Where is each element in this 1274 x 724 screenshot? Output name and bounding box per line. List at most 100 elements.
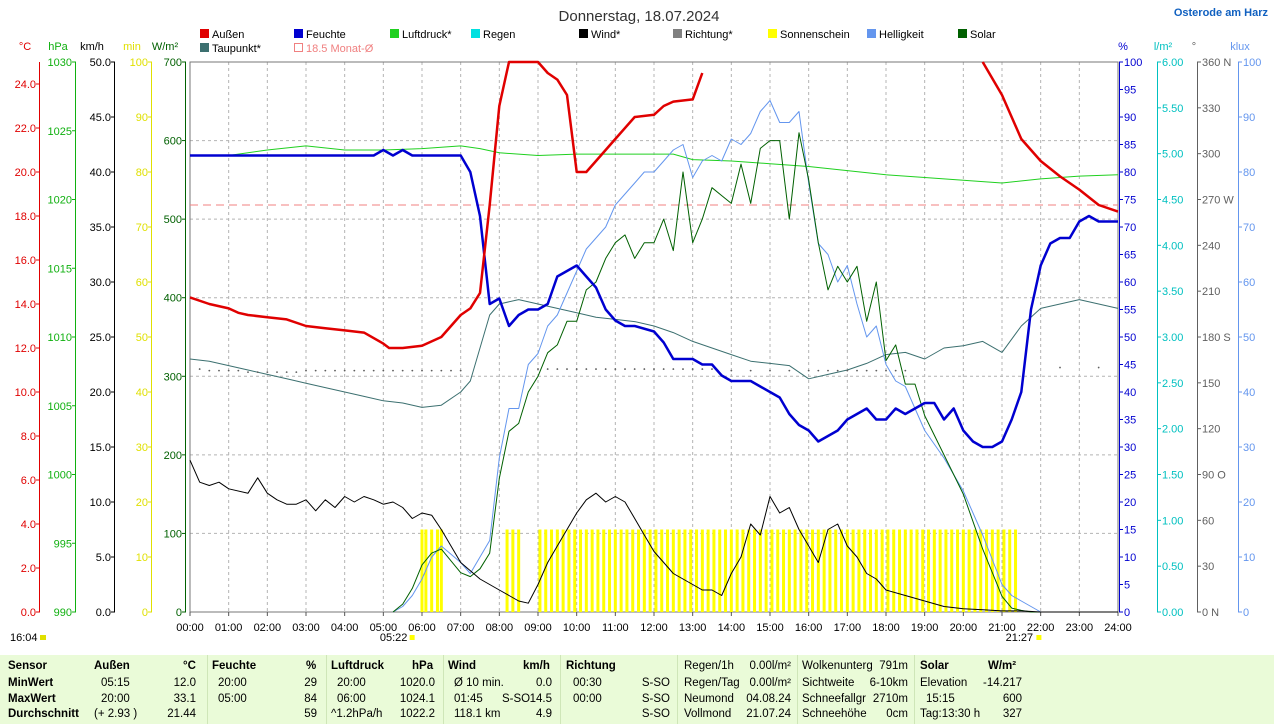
info2-value-1: 6-10km <box>869 677 908 689</box>
right-axis-tick-label: 5.00 <box>1162 149 1183 161</box>
direction-dot <box>894 369 897 372</box>
direction-dot <box>691 368 694 370</box>
direction-dot <box>218 369 220 372</box>
richtung-avg: S-SO <box>641 708 670 720</box>
sunshine-bar <box>927 529 931 612</box>
x-axis-tick-label: 24:00 <box>1104 622 1132 634</box>
direction-dot <box>575 368 578 370</box>
sunshine-bar <box>886 529 890 612</box>
left-axis-unit: min <box>123 41 141 53</box>
sunshine-bar <box>718 529 722 612</box>
sunshine-bar <box>776 529 780 612</box>
solar-elevation-label: Elevation <box>920 677 968 689</box>
current-time-label: 16:04 <box>10 632 38 644</box>
header-wind: Wind <box>448 660 476 672</box>
left-axis-tick-label: 22.0 <box>15 123 36 135</box>
sunshine-bar <box>700 529 704 612</box>
sunshine-bar <box>420 529 424 612</box>
right-axis-tick-label: 90 <box>1243 112 1255 124</box>
left-axis-tick-label: 100 <box>164 528 182 540</box>
left-axis-tick-label: 25.0 <box>90 332 111 344</box>
left-axis-tick-label: 40 <box>136 387 148 399</box>
sunshine-bar <box>898 529 902 612</box>
sunshine-bar <box>845 529 849 612</box>
info2-label-0: Wolkenunterg <box>802 660 873 672</box>
x-axis-tick-label: 13:00 <box>679 622 707 634</box>
solar-elevation: -14.217 <box>982 677 1022 689</box>
sunshine-bar <box>1002 529 1006 612</box>
direction-dot <box>256 371 259 374</box>
info1-value-2: 04.08.24 <box>746 693 791 705</box>
direction-dot <box>836 369 839 372</box>
legend-label: Regen <box>483 29 515 41</box>
x-axis-tick-label: 04:00 <box>331 622 359 634</box>
aussen-min-time: 05:15 <box>101 677 130 689</box>
sunshine-bar <box>517 529 521 612</box>
direction-dot <box>266 371 269 374</box>
sunshine-bar <box>608 529 612 612</box>
sunshine-bar <box>671 529 675 612</box>
right-axis-unit: ° <box>1192 41 1196 53</box>
aussen-avg: 21.44 <box>167 708 196 720</box>
direction-dot <box>682 368 684 370</box>
sunshine-bar <box>811 529 815 612</box>
header-luftdruck: Luftdruck <box>331 660 385 672</box>
sunshine-bar <box>642 529 646 612</box>
luftdruck-avg: 1022.2 <box>399 708 435 720</box>
direction-dot <box>382 369 385 372</box>
x-axis-tick-label: 00:00 <box>176 622 204 634</box>
right-axis-tick-label: 60 <box>1124 277 1136 289</box>
right-axis-tick-label: 15 <box>1124 525 1136 537</box>
header-wind-unit: km/h <box>523 660 550 672</box>
sunshine-bar <box>579 529 583 612</box>
legend-label: Richtung* <box>685 29 733 41</box>
sunshine-bar <box>584 529 588 612</box>
au-en-abend-line <box>981 61 1119 213</box>
direction-dot <box>846 369 849 372</box>
info1-value-0: 0.00l/m² <box>749 660 791 672</box>
left-axis-tick-label: 1000 <box>48 470 72 482</box>
left-axis-tick-label: 30 <box>136 442 148 454</box>
legend-swatch <box>673 29 682 38</box>
left-axis-tick-label: 18.0 <box>15 211 36 223</box>
left-axis-tick-label: 10.0 <box>15 387 36 399</box>
direction-dot <box>614 368 617 370</box>
x-axis-tick-label: 03:00 <box>292 622 320 634</box>
left-axis-tick-label: 60 <box>136 277 148 289</box>
left-axis-tick-label: 20.0 <box>90 387 111 399</box>
right-axis-tick-label: 120 <box>1202 424 1220 436</box>
left-axis-tick-label: 200 <box>164 450 182 462</box>
sunshine-bar <box>567 529 571 612</box>
header-sensor: Sensor <box>8 660 47 672</box>
left-axis-tick-label: 1010 <box>48 332 72 344</box>
direction-dot <box>285 371 288 374</box>
right-axis-tick-label: 80 <box>1124 167 1136 179</box>
legend-swatch <box>390 29 399 38</box>
header-solar-unit: W/m² <box>988 660 1017 672</box>
header-feuchte-unit: % <box>306 660 317 672</box>
left-axis-tick-label: 35.0 <box>90 222 111 234</box>
sunshine-bar <box>677 529 681 612</box>
right-axis-tick-label: 150 <box>1202 378 1220 390</box>
left-axis-tick-label: 700 <box>164 57 182 69</box>
sunshine-bar <box>613 529 617 612</box>
sunshine-bar <box>985 529 989 612</box>
feuchte-max: 84 <box>304 693 317 705</box>
sunshine-bar <box>834 529 838 612</box>
x-axis-tick-label: 11:00 <box>602 622 629 634</box>
luftdruck-max-time: 06:00 <box>337 693 366 705</box>
direction-dot <box>247 371 249 374</box>
legend-label: Feuchte <box>306 29 346 41</box>
right-axis-tick-label: 0 <box>1243 607 1249 619</box>
right-axis-tick-label: 5 <box>1124 580 1130 592</box>
info1-label-1: Regen/Tag <box>684 677 740 689</box>
legend-swatch <box>579 29 588 38</box>
direction-dot <box>276 371 278 374</box>
direction-dot <box>440 369 443 372</box>
left-axis-unit: hPa <box>48 41 68 53</box>
sunshine-bar <box>753 529 757 612</box>
x-axis-tick-label: 05:00 <box>370 622 398 634</box>
right-axis-tick-label: 3.50 <box>1162 286 1183 298</box>
sunrise-label: 05:22 <box>380 632 408 644</box>
x-axis-tick-label: 15:00 <box>756 622 784 634</box>
